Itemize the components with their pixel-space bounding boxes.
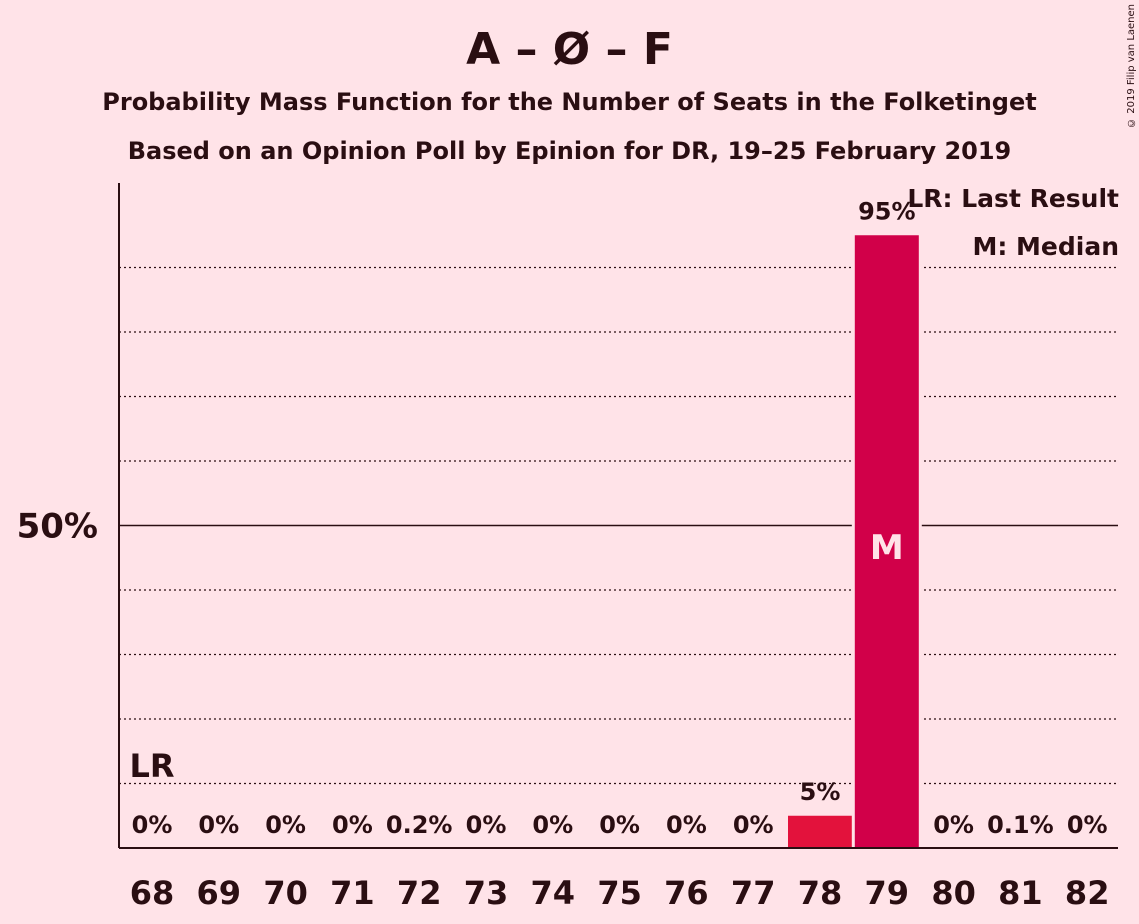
x-tick-label: 78 — [798, 874, 843, 912]
value-label-79: 95% — [858, 197, 915, 225]
value-label-69: 0% — [198, 811, 239, 839]
value-label-78: 5% — [800, 778, 841, 806]
bar-78 — [788, 815, 852, 848]
value-label-72: 0.2% — [386, 811, 453, 839]
value-label-82: 0% — [1067, 811, 1108, 839]
value-label-73: 0% — [466, 811, 507, 839]
last-result-marker: LR — [129, 747, 174, 785]
value-label-76: 0% — [666, 811, 707, 839]
legend-last-result: LR: Last Result — [907, 184, 1119, 213]
median-marker: M — [870, 528, 904, 568]
x-tick-label: 80 — [931, 874, 976, 912]
value-label-80: 0% — [933, 811, 974, 839]
bar-79 — [854, 235, 919, 848]
legend-median: M: Median — [972, 232, 1119, 261]
value-label-70: 0% — [265, 811, 306, 839]
x-tick-label: 81 — [998, 874, 1043, 912]
x-tick-label: 76 — [664, 874, 709, 912]
value-label-75: 0% — [599, 811, 640, 839]
value-label-71: 0% — [332, 811, 373, 839]
x-tick-label: 70 — [263, 874, 308, 912]
x-tick-label: 68 — [130, 874, 175, 912]
y-tick-label: 50% — [17, 507, 98, 547]
value-label-77: 0% — [733, 811, 774, 839]
value-label-81: 0.1% — [987, 811, 1054, 839]
x-tick-label: 74 — [531, 874, 576, 912]
x-tick-label: 73 — [464, 874, 509, 912]
x-tick-label: 71 — [330, 874, 375, 912]
value-label-74: 0% — [532, 811, 573, 839]
x-tick-label: 82 — [1065, 874, 1110, 912]
x-tick-label: 79 — [865, 874, 910, 912]
x-tick-label: 69 — [197, 874, 242, 912]
x-tick-label: 75 — [597, 874, 642, 912]
chart-subtitle-2: Based on an Opinion Poll by Epinion for … — [127, 137, 1012, 165]
chart-title: A – Ø – F — [466, 24, 673, 75]
x-tick-label: 77 — [731, 874, 776, 912]
chart-subtitle-1: Probability Mass Function for the Number… — [102, 88, 1037, 116]
x-tick-label: 72 — [397, 874, 442, 912]
value-label-68: 0% — [132, 811, 173, 839]
